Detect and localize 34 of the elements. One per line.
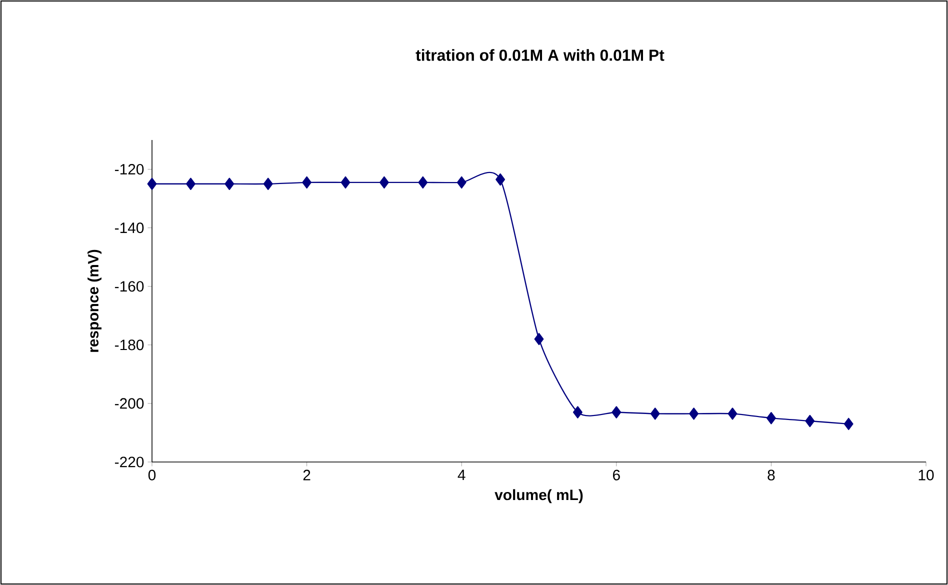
point <box>766 412 776 424</box>
point <box>456 176 466 189</box>
point <box>844 418 854 430</box>
chart-title: titration of 0.01M A with 0.01M Pt <box>416 49 664 61</box>
point <box>147 178 157 190</box>
point <box>496 173 506 186</box>
point <box>418 176 428 189</box>
y-tick-label: -160 <box>114 281 144 292</box>
y-tick-label: -180 <box>114 340 144 350</box>
point <box>689 408 699 420</box>
x-tick-label: 10 <box>918 470 934 480</box>
y-axis-title: responce (mV) <box>88 250 102 352</box>
x-tick-label: 4 <box>458 470 466 480</box>
x-tick-label: 0 <box>148 470 156 480</box>
y-tick-label: -200 <box>114 398 144 409</box>
x-axis-title: volume( mL) <box>494 489 583 504</box>
point <box>728 408 738 420</box>
point <box>263 178 273 190</box>
point <box>650 408 660 420</box>
y-tick-label: -220 <box>114 456 144 468</box>
point <box>572 406 582 418</box>
point <box>534 332 544 346</box>
point <box>224 178 234 190</box>
point <box>186 178 196 190</box>
x-tick-label: 2 <box>303 470 310 480</box>
y-tick-label: -120 <box>114 164 144 175</box>
point <box>340 176 350 189</box>
y-tick-label: -140 <box>114 222 144 234</box>
point <box>805 414 815 428</box>
point <box>612 406 622 418</box>
x-tick-label: 6 <box>613 470 620 480</box>
x-tick-label: 8 <box>768 470 775 480</box>
point <box>379 176 389 189</box>
point <box>302 176 312 189</box>
